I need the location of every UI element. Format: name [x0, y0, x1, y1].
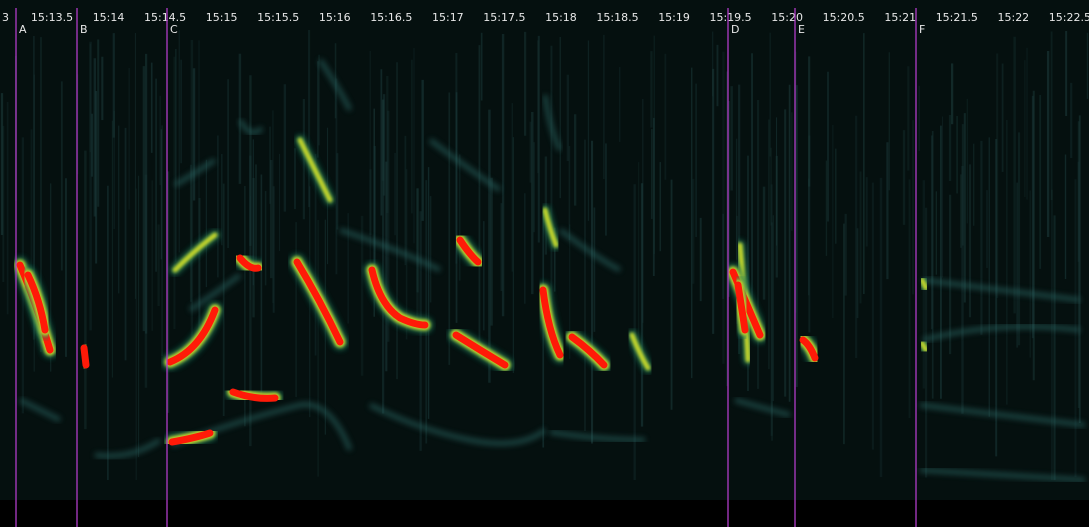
time-tick-label: 15:22.5: [1049, 11, 1089, 24]
time-tick-label: 15:13.5: [31, 11, 73, 24]
trace-core: [84, 348, 86, 365]
trace-mid: [922, 343, 926, 350]
marker-label[interactable]: D: [731, 23, 739, 36]
time-tick-label: 15:21.5: [936, 11, 978, 24]
marker-label[interactable]: A: [19, 23, 27, 36]
spectrogram-view: 3 15:13.5 15:14 15:14.5 15:15 15:15.5 15:16 15…: [0, 0, 1089, 527]
time-tick-label: 15:19: [658, 11, 690, 24]
marker-label[interactable]: C: [170, 23, 178, 36]
marker-label[interactable]: F: [919, 23, 925, 36]
time-tick-label: 15:20.5: [823, 11, 865, 24]
time-tick-label: 15:14: [93, 11, 125, 24]
time-tick-label: 15:21: [884, 11, 916, 24]
page: {"timeline": {"fragment": "3", "ticks": …: [0, 0, 1089, 527]
marker-label[interactable]: E: [798, 23, 805, 36]
time-tick-label: 15:17.5: [483, 11, 525, 24]
time-tick-label: 15:15.5: [257, 11, 299, 24]
time-tick-label: 15:14.5: [144, 11, 186, 24]
time-tick-label: 15:16: [319, 11, 351, 24]
time-tick-label: 15:18: [545, 11, 577, 24]
time-tick-label: 15:16.5: [370, 11, 412, 24]
time-tick-label: 15:15: [206, 11, 238, 24]
tick-fragment: 3: [2, 11, 9, 24]
time-tick-label: 15:17: [432, 11, 464, 24]
marker-label[interactable]: B: [80, 23, 88, 36]
time-tick-label: 15:18.5: [596, 11, 638, 24]
time-tick-label: 15:22: [997, 11, 1029, 24]
